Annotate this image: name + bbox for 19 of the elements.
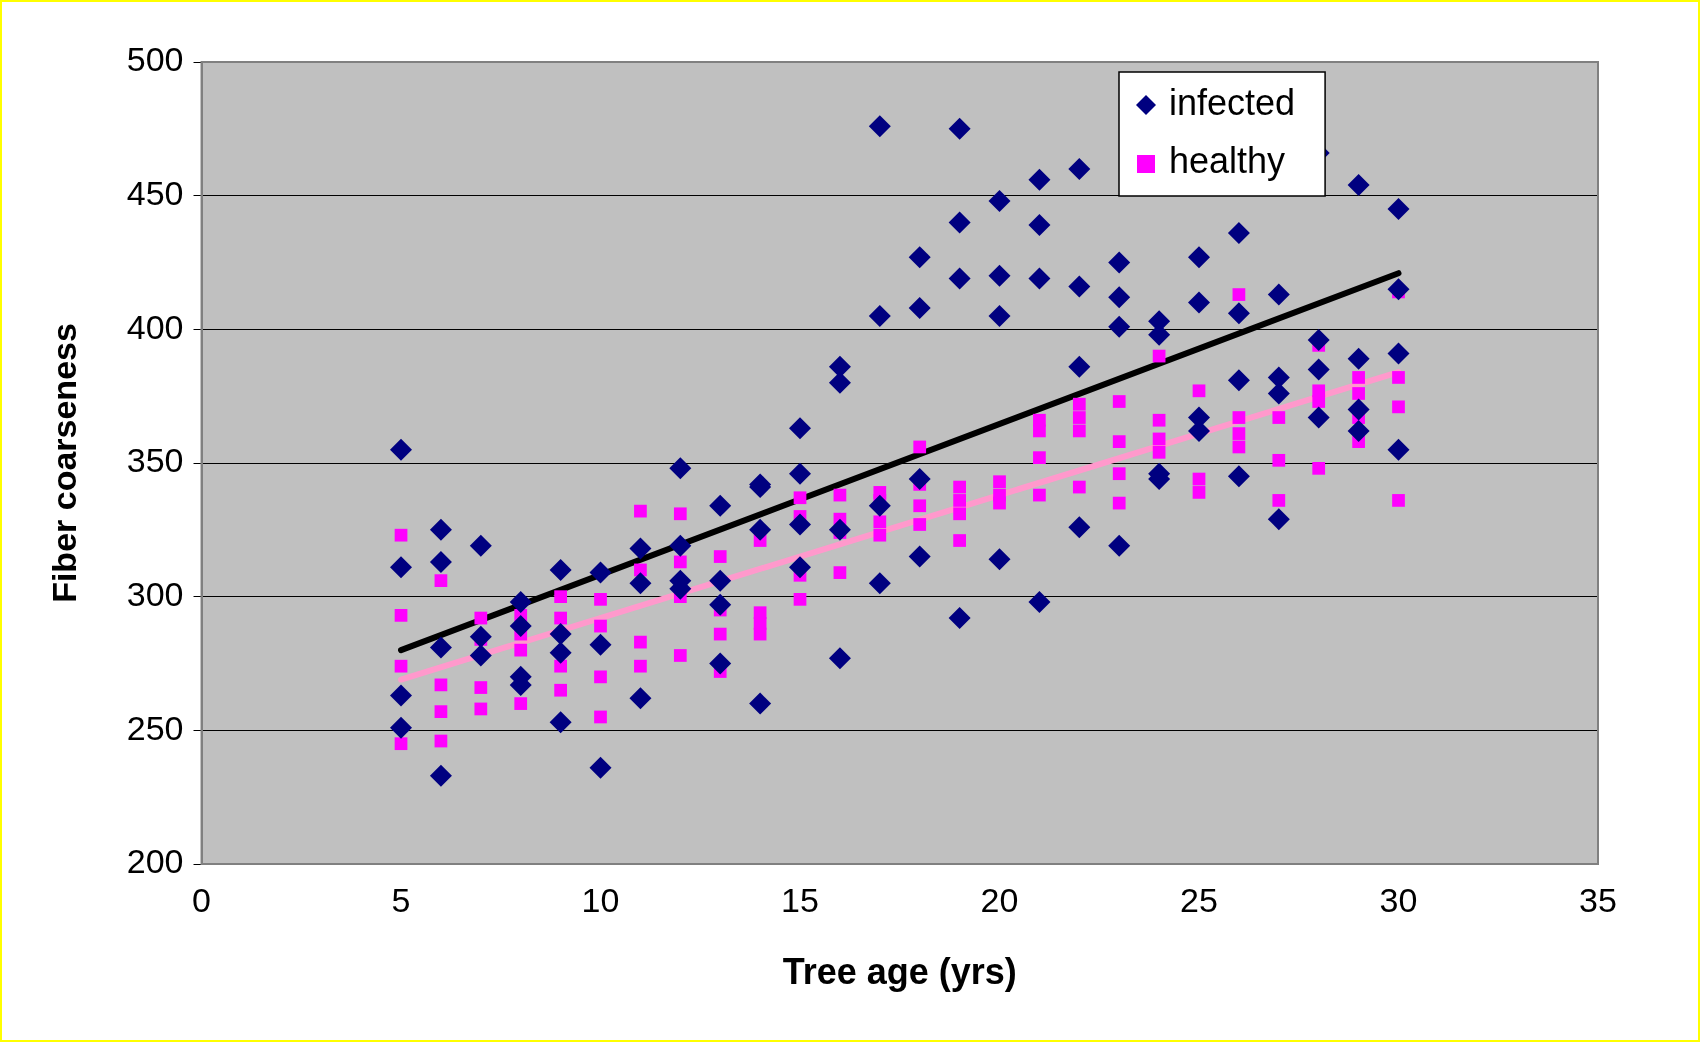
x-tick-label: 0 — [192, 880, 211, 919]
x-axis-title: Tree age (yrs) — [782, 951, 1017, 993]
y-axis-title: Fiber coarseness — [44, 323, 83, 603]
x-tick-label: 35 — [1579, 880, 1617, 919]
y-tick-label: 250 — [126, 708, 184, 747]
x-tick-label: 10 — [581, 880, 620, 919]
y-tick-label: 300 — [126, 575, 184, 614]
x-tick-label: 30 — [1379, 880, 1418, 919]
y-tick-label: 400 — [126, 307, 184, 346]
legend-label: infected — [1169, 81, 1296, 123]
x-tick-label: 25 — [1180, 880, 1218, 919]
y-tick-label: 200 — [126, 842, 184, 881]
x-tick-label: 5 — [391, 880, 411, 919]
y-tick-label: 500 — [126, 40, 184, 79]
y-tick-label: 350 — [126, 441, 184, 480]
y-tick-label: 450 — [126, 174, 184, 213]
legend-label: healthy — [1169, 139, 1286, 181]
x-tick-label: 15 — [781, 880, 819, 919]
x-tick-label: 20 — [980, 880, 1019, 919]
